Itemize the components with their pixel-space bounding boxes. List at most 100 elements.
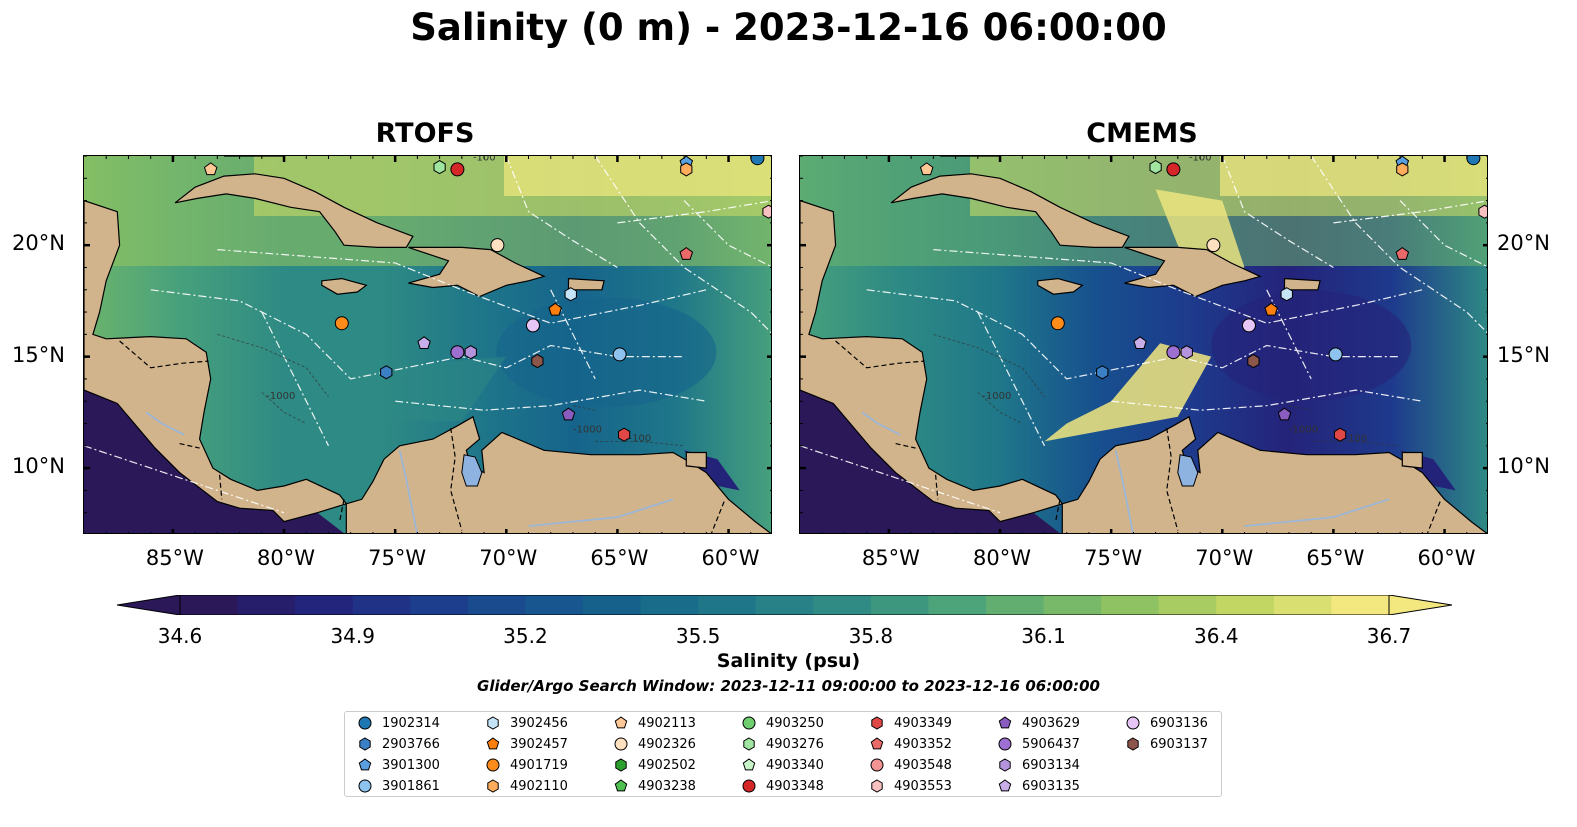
map-ticks [84, 156, 771, 533]
legend-label: 4903553 [894, 778, 952, 794]
colorbar-tick-label: 35.2 [503, 624, 548, 648]
legend-marker [359, 737, 371, 751]
legend-label: 4903250 [766, 715, 824, 731]
contour-label: -1000 [266, 391, 295, 402]
map-panel-cmems: -1000 -1000 -100 -100 [799, 155, 1488, 534]
legend-item-6903135: 6903135 [997, 776, 1080, 796]
circle-marker-icon [742, 716, 756, 730]
platform-markers [919, 156, 1487, 442]
colorbar-extend-low [116, 594, 181, 616]
legend-label: 3901300 [382, 757, 440, 773]
platform-markers [203, 156, 771, 442]
platform-marker-4903349 [1334, 427, 1347, 442]
high-salinity-patch [1044, 343, 1212, 442]
land-puerto-rico [567, 277, 605, 291]
legend-item-4902326: 4902326 [613, 734, 696, 754]
hexagon-marker-icon [615, 758, 627, 772]
colorbar-bin [928, 595, 987, 615]
platform-marker-4903629 [1277, 407, 1292, 421]
legend-item-3901300: 3901300 [357, 755, 440, 775]
legend-label: 4903349 [894, 715, 952, 731]
circle-marker-icon [358, 779, 372, 793]
legend-marker [871, 779, 883, 793]
legend-marker [486, 758, 500, 772]
legend-marker [999, 758, 1011, 772]
legend-item-3902457: 3902457 [485, 734, 568, 754]
platform-marker-5906437 [450, 345, 465, 360]
legend-label: 4902502 [638, 757, 696, 773]
circle-marker-icon [998, 737, 1012, 751]
colorbar-bin [295, 595, 354, 615]
colorbar-ticks: 34.6 34.9 35.2 35.5 35.8 36.1 36.4 36.7 [0, 624, 1577, 650]
legend-marker [614, 716, 628, 729]
platform-marker-4901719 [334, 316, 349, 331]
legend-item-3902456: 3902456 [485, 713, 568, 733]
circle-marker-icon [486, 758, 500, 772]
platform-legend: 1902314 2903766 3901300 3901861 3902456 39024… [344, 711, 1222, 797]
platform-marker-3902457 [1264, 302, 1278, 316]
lon-tick-label: 85°W [861, 546, 920, 570]
legend-label: 4901719 [510, 757, 568, 773]
circle-marker-icon [1126, 716, 1140, 730]
lon-tick-label: 80°W [973, 546, 1032, 570]
platform-marker-4903348 [450, 162, 465, 177]
legend-item-6903134: 6903134 [997, 755, 1080, 775]
lon-tick-label: 65°W [1306, 546, 1365, 570]
lon-tick-label: 75°W [368, 546, 427, 570]
contour-label: -100 [629, 433, 652, 444]
pacific-ocean [800, 390, 1060, 533]
colorbar-label: Salinity (psu) [716, 650, 861, 672]
land-trinidad [685, 451, 707, 469]
circle-marker-icon [870, 758, 884, 772]
search-window-text: Glider/Argo Search Window: 2023-12-11 09… [477, 677, 1100, 695]
colorbar-tick-label: 35.8 [848, 624, 894, 648]
salinity-map-cmems: -1000 -1000 -100 -100 [800, 156, 1487, 533]
platform-marker-6903134 [1180, 345, 1193, 360]
legend-item-4903276: 4903276 [741, 734, 824, 754]
contour-label: -1000 [573, 424, 602, 435]
land-south-america [345, 415, 771, 533]
lon-tick-label: 80°W [257, 546, 316, 570]
legend-marker [486, 737, 500, 750]
hexagon-marker-icon [487, 716, 499, 730]
legend-label: 4903352 [894, 736, 952, 752]
platform-marker-4903276 [433, 160, 446, 175]
legend-label: 4903238 [638, 778, 696, 794]
legend-marker [998, 737, 1012, 751]
legend-marker [614, 737, 628, 751]
lon-tick-label: 60°W [1417, 546, 1476, 570]
colorbar-bin [180, 595, 239, 615]
legend-label: 1902314 [382, 715, 440, 731]
legend-marker [742, 779, 756, 793]
lon-tick-label: 85°W [145, 546, 204, 570]
legend-marker [743, 737, 755, 751]
legend-item-4902110: 4902110 [485, 776, 568, 796]
platform-marker-3902457 [548, 302, 562, 316]
pentagon-marker-icon [614, 779, 628, 792]
legend-marker [615, 758, 627, 772]
platform-marker-3902456 [1280, 287, 1293, 302]
platform-marker-4903276 [1149, 160, 1162, 175]
colorbar-bin [640, 595, 699, 615]
legend-label: 4902113 [638, 715, 696, 731]
legend-item-6903137: 6903137 [1125, 734, 1208, 754]
platform-marker-4903348 [1166, 162, 1181, 177]
platform-marker-2903766 [1096, 365, 1109, 380]
legend-label: 3902457 [510, 736, 568, 752]
lat-tick-label: 15°N [12, 342, 65, 367]
contour-label: -1000 [1289, 424, 1318, 435]
legend-label: 5906437 [1022, 736, 1080, 752]
pentagon-marker-icon [358, 758, 372, 771]
legend-item-4903629: 4903629 [997, 713, 1080, 733]
platform-marker-6903135 [417, 336, 431, 349]
colorbar-bin [237, 595, 296, 615]
land-central-america [84, 199, 348, 523]
colorbar-tick-label: 35.5 [675, 624, 721, 648]
platform-marker-4902113 [919, 162, 934, 176]
colorbar-bin [813, 595, 872, 615]
legend-marker [358, 758, 372, 771]
platform-marker-4902326 [1206, 238, 1221, 253]
salinity-map-rtofs: -1000 -1000 -100 -100 [84, 156, 771, 533]
legend-label: 4902326 [638, 736, 696, 752]
lat-tick-label: 10°N [1497, 454, 1550, 479]
